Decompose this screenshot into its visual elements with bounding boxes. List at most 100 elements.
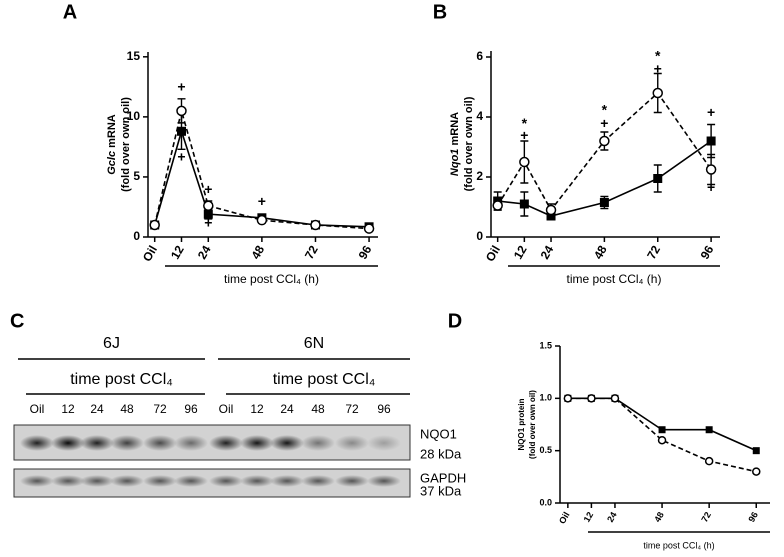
y-tick-label: 0.0: [539, 497, 552, 507]
blot-band: [335, 475, 369, 487]
point: [587, 394, 596, 403]
blot-protein: GAPDH: [420, 470, 466, 485]
blot-band: [51, 435, 85, 451]
series-line: [496, 91, 712, 212]
annotation: +: [204, 181, 212, 197]
point: [203, 200, 214, 212]
series-line: [153, 107, 370, 230]
x-tick-label: Oil: [483, 243, 503, 264]
point: [704, 456, 714, 466]
annotation: *: [655, 48, 661, 64]
blot-size: 37 kDa: [420, 483, 462, 498]
blot-band: [20, 475, 54, 487]
x-tick-label: 96: [746, 510, 760, 524]
y-axis-title: Gclc mRNA: [106, 114, 118, 175]
blot-band: [143, 435, 177, 451]
blot-protein: NQO1: [420, 426, 457, 441]
y-axis-title-gene: Nqo1: [449, 149, 461, 177]
blot-band: [143, 475, 177, 487]
point: [310, 219, 321, 231]
series-line: [567, 397, 757, 473]
lane-label: 12: [250, 402, 264, 416]
point: [519, 156, 530, 168]
blot-band: [240, 475, 274, 487]
y-axis-title: NQO1 protein: [517, 398, 526, 450]
x-tick-label: 48: [652, 510, 666, 524]
x-tick-label: Oil: [140, 243, 160, 264]
annotation: +: [600, 115, 608, 131]
x-tick-label: 72: [699, 510, 713, 524]
lane-label: 72: [153, 402, 167, 416]
x-tick-label: 24: [538, 243, 557, 262]
blot-band: [51, 475, 85, 487]
point: [519, 199, 529, 209]
x-tick-label: 48: [248, 243, 267, 262]
point: [705, 164, 717, 175]
panel-label: C: [10, 310, 24, 332]
blot-band: [301, 435, 335, 451]
point: [563, 394, 573, 403]
y-tick-label: 6: [476, 49, 483, 63]
x-tick-label: 96: [356, 243, 375, 262]
blot-band: [270, 475, 304, 487]
blot-band: [270, 435, 304, 451]
blot-band: [367, 475, 401, 487]
blot-group-name: 6J: [103, 335, 120, 352]
point: [176, 105, 187, 117]
x-axis-title: time post CCl₄ (h): [224, 272, 319, 286]
annotation: *: [602, 102, 608, 118]
y-axis-title: Nqo1 mRNA: [449, 112, 461, 176]
point: [545, 204, 557, 216]
point: [657, 435, 667, 445]
blot-group-subtitle: time post CCl₄: [70, 371, 173, 388]
y-axis-subtitle: (fold over own oil): [120, 97, 132, 192]
y-tick-label: 4: [476, 109, 483, 123]
lane-label: Oil: [219, 402, 234, 416]
x-tick-label: Oil: [557, 510, 572, 525]
annotation: +: [707, 104, 715, 120]
point: [706, 136, 716, 146]
y-axis-subtitle: (fold over own oil): [528, 390, 537, 459]
y-tick-label: 0.5: [539, 445, 552, 455]
lane-label: Oil: [30, 402, 45, 416]
point: [610, 394, 620, 403]
blot-group-name: 6N: [304, 335, 324, 352]
x-tick-label: 12: [511, 243, 530, 262]
lane-label: 96: [184, 402, 198, 416]
blot-band: [209, 475, 243, 487]
point: [599, 135, 610, 147]
x-tick-label: 72: [302, 243, 321, 262]
point: [705, 426, 713, 434]
y-tick-label: 10: [127, 109, 141, 123]
annotation: +: [707, 179, 715, 195]
lane-label: 48: [311, 402, 325, 416]
blot-band: [209, 435, 243, 451]
annotation: +: [654, 61, 662, 77]
point: [752, 447, 760, 455]
point: [256, 214, 268, 226]
blot-band: [80, 435, 114, 451]
blot-band: [367, 435, 401, 451]
y-axis-title-text: mRNA: [106, 114, 118, 148]
point: [752, 467, 761, 476]
y-tick-label: 0: [476, 229, 483, 243]
y-axis-title-gene: Gclc: [106, 151, 118, 175]
panel-label: D: [448, 310, 462, 332]
y-axis-title-text: mRNA: [449, 112, 461, 146]
blot-band: [80, 475, 114, 487]
point: [653, 174, 663, 183]
x-tick-label: 48: [591, 243, 610, 262]
annotation: *: [522, 115, 528, 131]
blot-band: [110, 435, 144, 451]
lane-label: 24: [280, 402, 294, 416]
y-tick-label: 0: [133, 229, 140, 243]
point: [149, 219, 160, 231]
blot-band: [174, 475, 208, 487]
x-tick-label: 24: [605, 510, 619, 524]
x-tick-label: 96: [698, 243, 717, 262]
point: [492, 200, 503, 211]
blot-size: 28 kDa: [420, 446, 462, 461]
y-tick-label: 1.5: [539, 340, 552, 350]
